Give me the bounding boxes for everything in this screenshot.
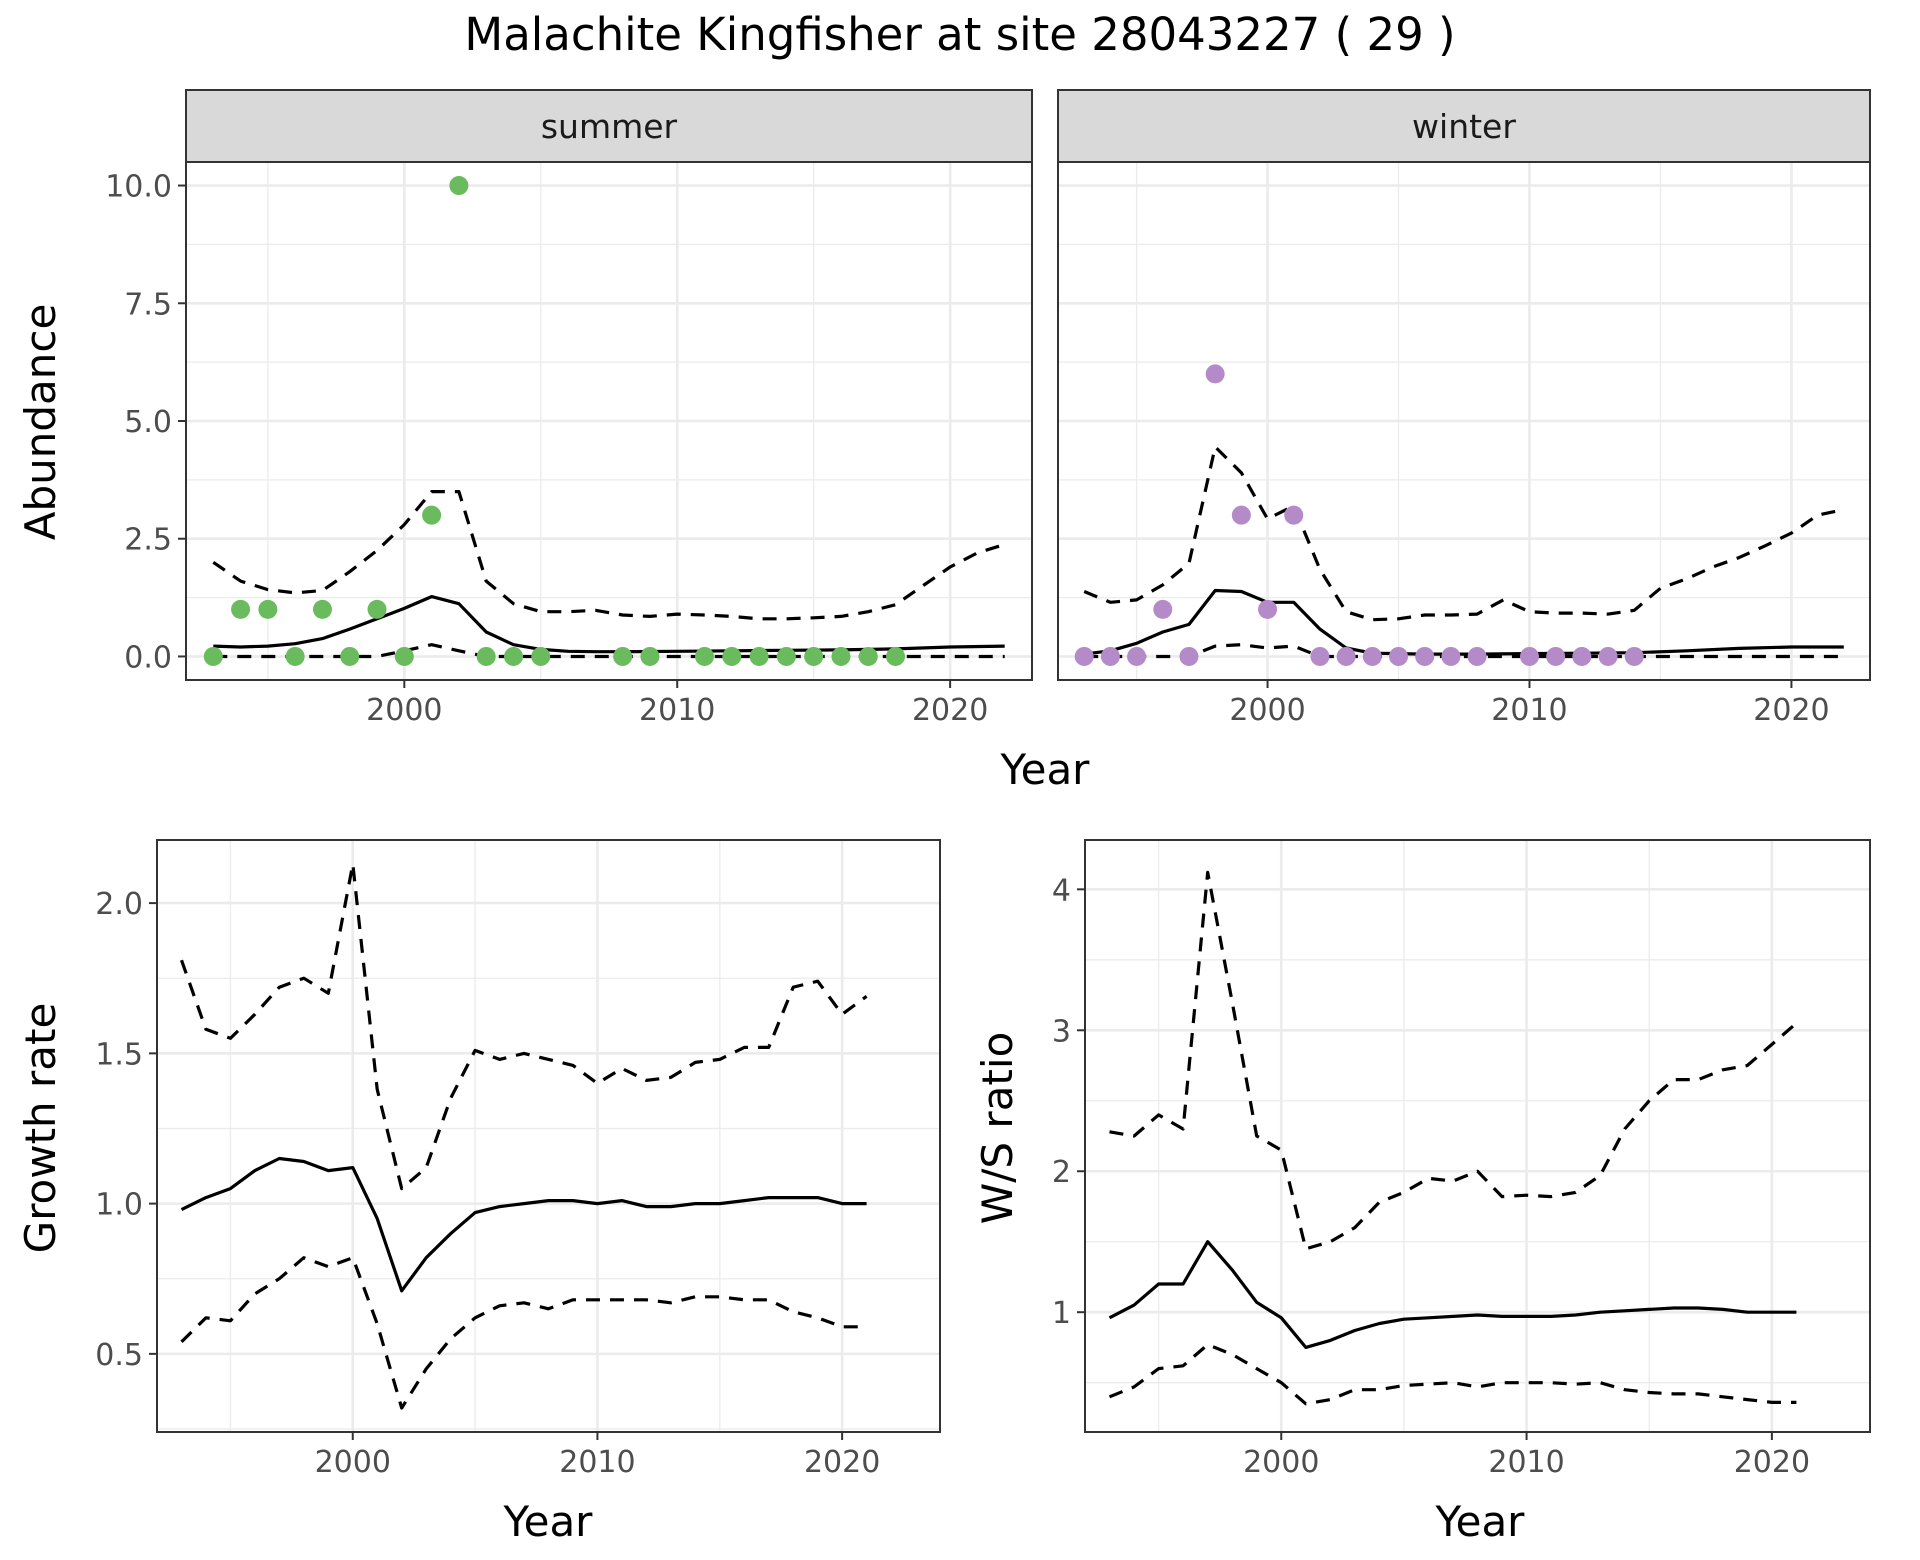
- abundance-winter-data-point: [1310, 646, 1330, 666]
- abundance-summer-data-point: [695, 646, 715, 666]
- growth-mean-line: [180, 1156, 867, 1293]
- abundance-x-axis-title: Year: [1000, 745, 1091, 794]
- ratio-x-axis-title: Year: [1435, 1497, 1526, 1546]
- facet-strip-label-winter: winter: [1412, 107, 1516, 146]
- abundance-summer-y-tick-label: 7.5: [124, 287, 172, 322]
- ratio-y-tick-label: 3: [1052, 1014, 1071, 1049]
- ratio-x-tick-label: 2010: [1488, 1445, 1564, 1480]
- abundance-summer-data-point: [422, 505, 442, 525]
- abundance-winter-data-point: [1598, 646, 1618, 666]
- ratio-lower-ci-line: [1108, 1343, 1797, 1406]
- abundance-summer-data-point: [312, 599, 332, 619]
- abundance-summer-x-tick-label: 2010: [639, 693, 715, 728]
- abundance-summer-data-point: [285, 646, 305, 666]
- abundance-winter-data-point: [1205, 364, 1225, 384]
- abundance-summer-data-point: [258, 599, 278, 619]
- abundance-summer-x-tick-label: 2020: [912, 693, 988, 728]
- growth-y-tick-label: 2.0: [95, 887, 143, 922]
- abundance-winter-upper-ci-line: [1083, 445, 1845, 622]
- abundance-winter-data-point: [1127, 646, 1147, 666]
- abundance-winter-panel-border: [1057, 161, 1871, 681]
- ratio-upper-ci-line: [1109, 870, 1798, 1251]
- abundance-summer-data-point: [367, 599, 387, 619]
- abundance-summer-data-point: [476, 646, 496, 666]
- abundance-winter-x-tick-label: 2020: [1753, 693, 1829, 728]
- abundance-panel-winter: winter 2000 2010 2020: [1057, 89, 1871, 728]
- abundance-summer-data-point: [613, 646, 633, 666]
- abundance-y-axis-title: Abundance: [16, 304, 65, 541]
- ratio-y-tick-label: 4: [1052, 873, 1071, 908]
- growth-x-tick-label: 2010: [559, 1445, 635, 1480]
- abundance-summer-data-point: [831, 646, 851, 666]
- abundance-summer-data-point: [858, 646, 878, 666]
- abundance-summer-data-point: [231, 599, 251, 619]
- ratio-x-tick-label: 2020: [1734, 1445, 1810, 1480]
- facet-strip-summer: [185, 89, 1033, 163]
- abundance-summer-data-point: [722, 646, 742, 666]
- growth-panel-border: [156, 839, 941, 1433]
- ratio-panel-border: [1084, 839, 1871, 1433]
- abundance-winter-data-point: [1074, 646, 1094, 666]
- abundance-summer-data-point: [503, 646, 523, 666]
- ratio-y-axis-title: W/S ratio: [973, 1032, 1022, 1225]
- growth-lower-ci-line: [180, 1256, 867, 1410]
- abundance-summer-data-point: [640, 646, 660, 666]
- abundance-winter-data-point: [1336, 646, 1356, 666]
- abundance-winter-x-tick-label: 2010: [1491, 693, 1567, 728]
- abundance-winter-data-point: [1100, 646, 1120, 666]
- figure-title: Malachite Kingfisher at site 28043227 ( …: [464, 8, 1455, 61]
- abundance-summer-data-point: [531, 646, 551, 666]
- abundance-summer-y-tick-label: 0.0: [124, 640, 172, 675]
- growth-x-tick-label: 2000: [315, 1445, 391, 1480]
- abundance-winter-data-point: [1231, 505, 1251, 525]
- abundance-summer-y-tick-label: 10.0: [105, 170, 172, 205]
- ratio-x-tick-label: 2000: [1243, 1445, 1319, 1480]
- abundance-summer-data-point: [394, 646, 414, 666]
- abundance-winter-data-point: [1546, 646, 1566, 666]
- abundance-winter-data-point: [1572, 646, 1592, 666]
- abundance-winter-data-point: [1362, 646, 1382, 666]
- abundance-winter-data-point: [1179, 646, 1199, 666]
- abundance-summer-data-point: [449, 176, 469, 196]
- ws-ratio-panel: 2000 2010 2020 1 2 3 4: [1052, 839, 1871, 1480]
- abundance-summer-data-point: [804, 646, 824, 666]
- abundance-winter-data-point: [1441, 646, 1461, 666]
- abundance-winter-mean-line: [1084, 588, 1844, 656]
- abundance-summer-upper-ci-line: [212, 490, 1006, 621]
- abundance-winter-data-point: [1415, 646, 1435, 666]
- growth-y-tick-label: 1.5: [95, 1037, 143, 1072]
- abundance-summer-y-tick-label: 5.0: [124, 405, 172, 440]
- abundance-winter-data-point: [1519, 646, 1539, 666]
- abundance-summer-data-point: [886, 646, 906, 666]
- abundance-winter-data-point: [1258, 599, 1278, 619]
- abundance-summer-data-point: [340, 646, 360, 666]
- ratio-y-tick-label: 1: [1052, 1296, 1071, 1331]
- facet-strip-label-summer: summer: [541, 107, 678, 146]
- abundance-summer-y-tick-label: 2.5: [124, 523, 172, 558]
- abundance-winter-data-point: [1284, 505, 1304, 525]
- abundance-summer-x-tick-label: 2000: [366, 693, 442, 728]
- abundance-panel-summer: summer 2000 2010 2020 0.0 2.5 5.0 7.5 10.0: [105, 89, 1033, 728]
- ratio-y-tick-label: 2: [1052, 1155, 1071, 1190]
- growth-y-tick-label: 0.5: [95, 1338, 143, 1373]
- ratio-mean-line: [1108, 1240, 1797, 1349]
- growth-y-tick-label: 1.0: [95, 1188, 143, 1223]
- growth-y-axis-title: Growth rate: [16, 1003, 65, 1254]
- abundance-summer-data-point: [203, 646, 223, 666]
- growth-upper-ci-line: [179, 862, 868, 1191]
- abundance-summer-mean-line: [213, 595, 1005, 654]
- growth-x-tick-label: 2020: [804, 1445, 880, 1480]
- abundance-summer-data-point: [776, 646, 796, 666]
- abundance-winter-data-point: [1624, 646, 1644, 666]
- abundance-winter-x-tick-label: 2000: [1229, 693, 1305, 728]
- abundance-winter-data-point: [1389, 646, 1409, 666]
- abundance-winter-data-point: [1153, 599, 1173, 619]
- growth-x-axis-title: Year: [503, 1497, 594, 1546]
- abundance-winter-data-point: [1467, 646, 1487, 666]
- abundance-summer-data-point: [749, 646, 769, 666]
- growth-rate-panel: 2000 2010 2020 0.5 1.0 1.5 2.0: [95, 839, 941, 1480]
